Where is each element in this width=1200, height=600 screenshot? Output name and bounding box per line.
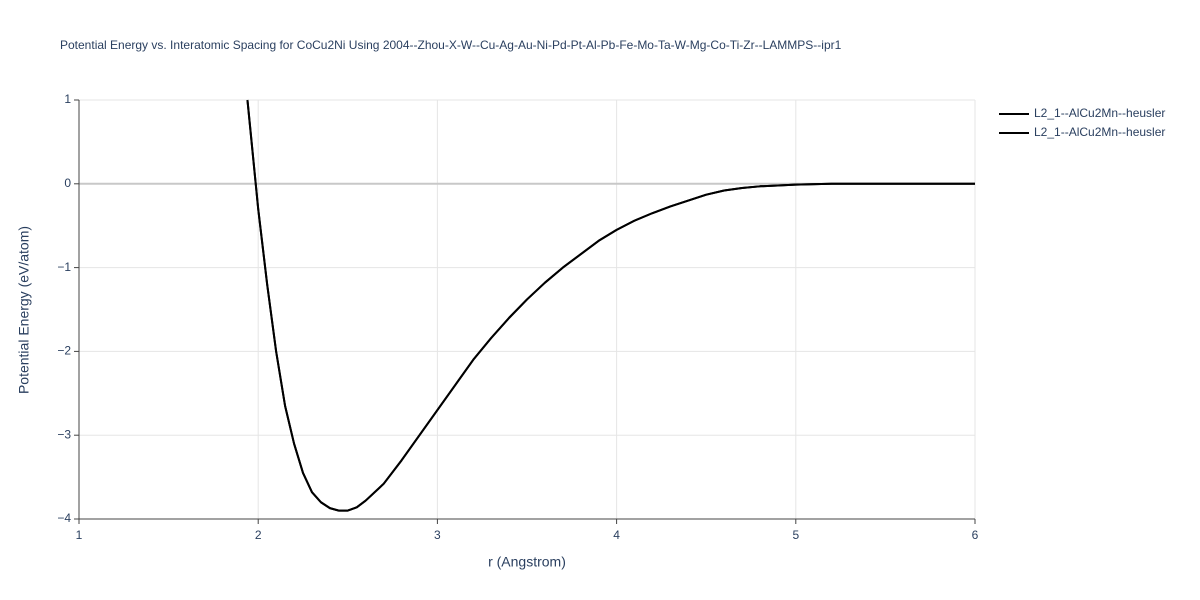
plot-area xyxy=(246,99,975,512)
legend-label: L2_1--AlCu2Mn--heusler xyxy=(1034,125,1165,139)
x-tick-label: 5 xyxy=(792,528,799,542)
y-axis-title: Potential Energy (eV/atom) xyxy=(16,226,32,394)
legend-label: L2_1--AlCu2Mn--heusler xyxy=(1034,106,1165,120)
y-tick-label: 0 xyxy=(64,176,71,190)
y-tick-label: −1 xyxy=(57,260,71,274)
x-axis-title: r (Angstrom) xyxy=(488,554,566,570)
x-tick-label: 3 xyxy=(434,528,441,542)
grid: 1 2 3 4 5 6 −4 −3 −2 −1 0 1 xyxy=(57,92,978,542)
line-series xyxy=(246,99,975,512)
line-series xyxy=(246,99,975,512)
y-tick-label: 1 xyxy=(64,92,71,106)
legend: L2_1--AlCu2Mn--heusler L2_1--AlCu2Mn--heu… xyxy=(999,106,1165,139)
x-tick-label: 1 xyxy=(76,528,83,542)
x-tick-label: 4 xyxy=(613,528,620,542)
x-tick-label: 2 xyxy=(255,528,262,542)
y-tick-label: −3 xyxy=(57,427,71,441)
chart-title: Potential Energy vs. Interatomic Spacing… xyxy=(60,38,842,52)
y-tick-label: −4 xyxy=(57,511,71,525)
y-tick-label: −2 xyxy=(57,344,71,358)
x-tick-label: 6 xyxy=(972,528,979,542)
